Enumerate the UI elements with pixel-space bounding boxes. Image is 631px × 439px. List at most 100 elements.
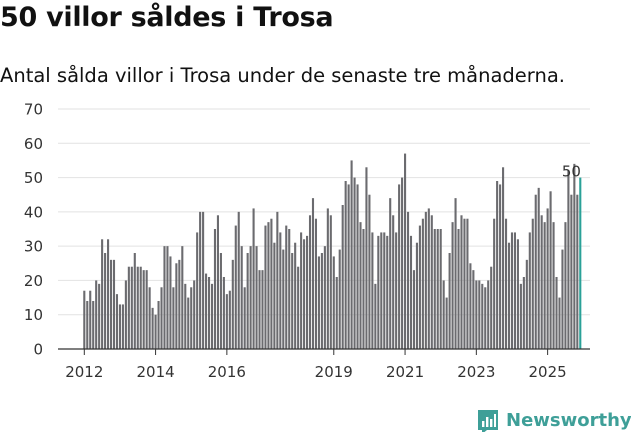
bar <box>285 225 288 349</box>
bar <box>546 208 549 349</box>
bar <box>356 184 359 349</box>
bar <box>365 167 368 349</box>
bar <box>228 290 231 349</box>
data-label: 50 <box>562 163 581 181</box>
bar <box>297 266 300 349</box>
bar <box>528 232 531 349</box>
bar <box>469 263 472 349</box>
bar <box>421 218 424 349</box>
bar <box>436 229 439 349</box>
bar <box>516 239 519 349</box>
bar <box>555 277 558 349</box>
bar <box>564 222 567 349</box>
bar <box>175 263 178 349</box>
bar <box>460 215 463 349</box>
bar <box>347 184 350 349</box>
bar <box>338 249 341 349</box>
bar <box>139 266 142 349</box>
bar <box>86 301 89 349</box>
bar <box>89 290 92 349</box>
bar <box>291 253 294 349</box>
bar <box>549 191 552 349</box>
bar <box>350 160 353 349</box>
y-tick-label: 40 <box>24 203 43 221</box>
bar <box>225 294 228 349</box>
bar <box>121 304 124 349</box>
bar <box>181 246 184 349</box>
bar <box>466 218 469 349</box>
bar <box>481 283 484 349</box>
bar <box>124 280 127 349</box>
bar <box>118 304 121 349</box>
bar <box>558 297 561 349</box>
bar <box>163 246 166 349</box>
bar <box>264 225 267 349</box>
bar <box>308 215 312 349</box>
bar <box>252 208 255 349</box>
x-tick-label: 2014 <box>136 363 174 381</box>
bar <box>454 198 457 349</box>
bar <box>160 287 163 349</box>
bar <box>213 229 217 349</box>
bar <box>433 229 436 349</box>
bar <box>552 222 555 349</box>
bar <box>142 270 145 349</box>
bar <box>374 283 377 349</box>
bar <box>341 205 344 349</box>
bar <box>222 277 225 349</box>
bar <box>335 277 338 349</box>
y-tick-label: 0 <box>33 341 43 359</box>
bar <box>202 211 205 349</box>
bar <box>442 280 445 349</box>
bar <box>525 259 528 349</box>
bar <box>457 229 460 349</box>
bar <box>184 283 187 349</box>
bar <box>478 280 481 349</box>
bar <box>427 208 430 349</box>
bar <box>513 232 516 349</box>
bar <box>273 242 276 349</box>
bar <box>109 259 113 349</box>
chart-title: 50 villor såldes i Trosa <box>0 2 334 33</box>
bar <box>406 211 410 349</box>
x-tick-label: 2019 <box>315 363 353 381</box>
bar <box>92 301 95 349</box>
bar <box>311 198 315 349</box>
y-tick-label: 10 <box>24 306 43 324</box>
x-tick-label: 2016 <box>208 363 246 381</box>
bar <box>154 314 157 349</box>
bar <box>412 270 416 349</box>
x-tick-label: 2023 <box>457 363 495 381</box>
bar <box>83 290 86 349</box>
x-tick-label: 2021 <box>386 363 424 381</box>
bar <box>418 225 421 349</box>
bar <box>522 277 525 349</box>
bar <box>95 280 98 349</box>
bar <box>199 211 202 349</box>
bar <box>472 270 475 349</box>
bar <box>475 280 478 349</box>
bar <box>540 215 543 349</box>
bar <box>157 301 160 349</box>
bar <box>386 235 389 349</box>
y-tick-label: 50 <box>24 169 43 187</box>
bar <box>231 259 234 349</box>
y-tick-label: 20 <box>24 272 43 290</box>
bar <box>306 235 309 349</box>
bar <box>507 242 511 349</box>
bar <box>255 246 258 349</box>
y-tick-label: 60 <box>24 135 43 153</box>
bar <box>573 163 576 349</box>
bar <box>101 239 104 349</box>
bar <box>267 222 270 349</box>
bar <box>276 211 279 349</box>
bar <box>531 218 534 349</box>
bar <box>543 222 546 349</box>
bar <box>282 249 285 349</box>
bar <box>130 266 133 349</box>
bar <box>193 280 196 349</box>
bar <box>317 256 320 349</box>
bar <box>112 259 116 349</box>
bar <box>383 232 386 349</box>
bar <box>395 232 398 349</box>
